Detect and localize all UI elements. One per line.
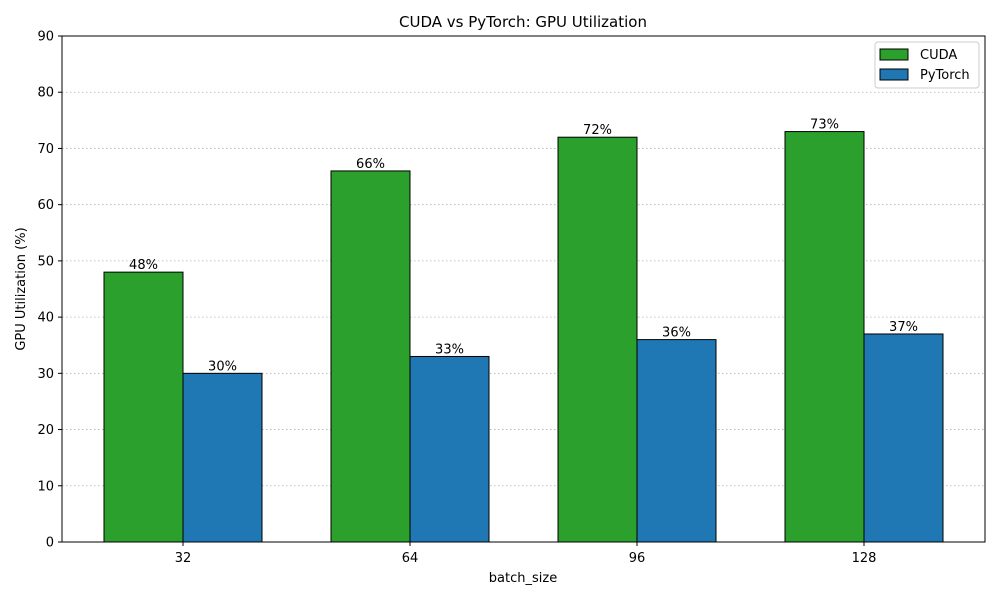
data-label: 72% bbox=[583, 123, 612, 138]
bar-cuda-64 bbox=[330, 170, 411, 543]
x-tick-label: 64 bbox=[402, 551, 419, 566]
bar-pytorch-64 bbox=[409, 355, 490, 543]
bar-pytorch-96 bbox=[636, 339, 717, 543]
bar-pytorch-32 bbox=[182, 372, 263, 543]
bar-cuda-128 bbox=[784, 131, 865, 543]
legend-swatch-pytorch bbox=[879, 68, 909, 81]
y-tick-label: 60 bbox=[37, 198, 54, 213]
y-axis: 0 10 20 30 40 50 60 70 80 90 bbox=[37, 30, 62, 551]
y-tick-label: 0 bbox=[46, 536, 54, 551]
bar-cuda-96 bbox=[557, 136, 638, 543]
y-tick-label: 50 bbox=[37, 254, 54, 269]
data-label: 37% bbox=[889, 320, 918, 335]
y-tick-label: 20 bbox=[37, 423, 54, 438]
data-label: 66% bbox=[356, 157, 385, 172]
data-label: 30% bbox=[208, 359, 237, 374]
y-tick-label: 40 bbox=[37, 311, 54, 326]
x-axis: 32 64 96 128 bbox=[175, 542, 877, 566]
x-tick-label: 128 bbox=[852, 551, 877, 566]
y-tick-label: 30 bbox=[37, 367, 54, 382]
bars-layer bbox=[103, 131, 944, 543]
legend: CUDA PyTorch bbox=[874, 41, 980, 89]
legend-label-pytorch: PyTorch bbox=[920, 68, 970, 83]
y-tick-label: 90 bbox=[37, 30, 54, 45]
data-labels-layer: 48% 30% 66% 33% 72% 36% 73% 37% bbox=[129, 118, 918, 375]
plot-frame bbox=[61, 35, 986, 543]
y-tick-label: 70 bbox=[37, 142, 54, 157]
data-label: 33% bbox=[435, 342, 464, 357]
bar-pytorch-128 bbox=[863, 333, 944, 543]
chart-title: CUDA vs PyTorch: GPU Utilization bbox=[399, 13, 647, 31]
data-label: 73% bbox=[810, 118, 839, 133]
legend-label-cuda: CUDA bbox=[920, 48, 957, 63]
x-tick-label: 32 bbox=[175, 551, 192, 566]
x-tick-label: 96 bbox=[629, 551, 646, 566]
y-tick-label: 80 bbox=[37, 86, 54, 101]
data-label: 36% bbox=[662, 326, 691, 341]
x-axis-label: batch_size bbox=[489, 571, 557, 586]
bar-cuda-32 bbox=[103, 271, 184, 543]
y-axis-label: GPU Utilization (%) bbox=[14, 227, 29, 350]
y-tick-label: 10 bbox=[37, 479, 54, 494]
data-label: 48% bbox=[129, 258, 158, 273]
legend-swatch-cuda bbox=[879, 48, 909, 61]
